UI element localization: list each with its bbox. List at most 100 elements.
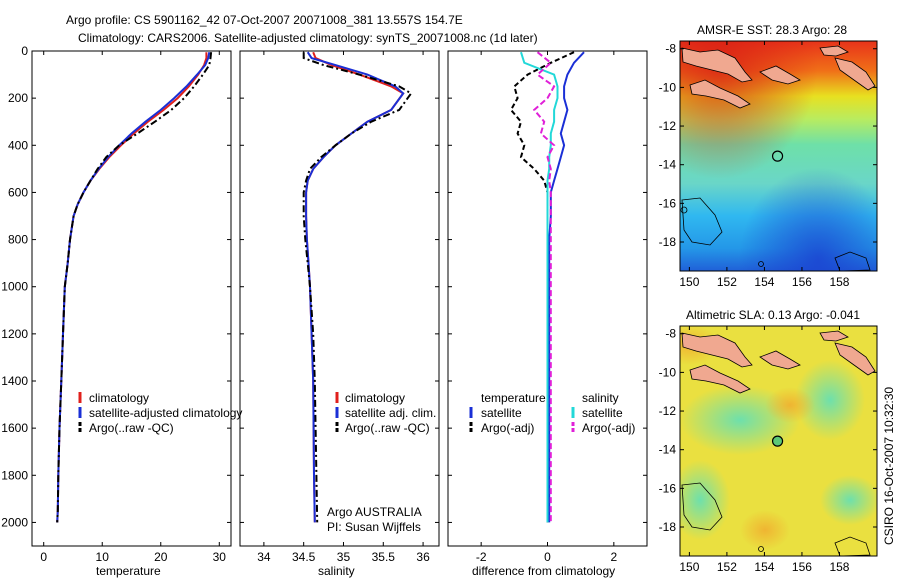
y-tick-label: 0: [21, 44, 28, 58]
x-tick-label: 154: [754, 275, 774, 289]
sla-anomaly-blob: [680, 460, 730, 540]
legend-argo-label: Argo(..raw -QC): [345, 421, 430, 435]
x-tick-label: 36: [416, 550, 430, 564]
difference-xlabel: difference from climatology: [472, 564, 615, 578]
y-tick-label: 1600: [1, 421, 28, 435]
sst-map-title: AMSR-E SST: 28.3 Argo: 28: [697, 23, 847, 37]
x-tick-label: -2: [476, 550, 487, 564]
x-tick-label: 156: [792, 275, 812, 289]
figure-title-line1: Argo profile: CS 5901162_42 07-Oct-2007 …: [66, 13, 463, 27]
y-tick-label: -16: [659, 196, 677, 210]
y-tick-label: 800: [8, 233, 28, 247]
legend-satellite-label: satellite adj. clim.: [345, 406, 436, 420]
series-line-argo-raw-qc-: [302, 52, 413, 523]
y-tick-label: -16: [659, 481, 677, 495]
reef-outline: [758, 261, 764, 267]
x-tick-label: 154: [754, 560, 774, 574]
sst-coastlines: [681, 45, 876, 109]
sla-argo-position-marker: [771, 435, 784, 447]
y-tick-label: 200: [8, 91, 28, 105]
y-tick-label: -10: [659, 365, 677, 379]
temperature-axes-frame: [31, 50, 232, 547]
x-tick-label: 0: [544, 550, 551, 564]
coastline: [689, 79, 751, 109]
difference-panel: -2 0 2 difference from climatology tempera…: [447, 50, 648, 578]
x-tick-label: 150: [679, 560, 699, 574]
legend-argo-label: Argo(..raw -QC): [89, 421, 174, 435]
sla-map-panel: Altimetric SLA: 0.13 Argo: -0.041: [659, 308, 878, 574]
x-tick-label: 152: [717, 275, 737, 289]
temperature-xlabel: temperature: [96, 564, 161, 578]
y-tick-label: -12: [659, 404, 677, 418]
y-tick-label: -12: [659, 119, 677, 133]
coastline: [834, 57, 876, 91]
y-tick-label: -18: [659, 520, 677, 534]
series-line-argo-raw-qc-: [56, 52, 213, 523]
series-line-climatology: [56, 52, 208, 523]
reef-outline: [758, 546, 764, 552]
coastline: [681, 47, 753, 83]
legend-salinity-heading: salinity: [582, 391, 619, 405]
x-tick-label: 10: [96, 550, 110, 564]
sla-anomaly-blob: [765, 387, 815, 423]
legend-sal-satellite-label: satellite: [582, 406, 623, 420]
legend-satellite-label: satellite-adjusted climatology: [89, 406, 242, 420]
coastline: [689, 364, 751, 394]
x-tick-label: 2: [610, 550, 617, 564]
y-tick-label: 400: [8, 138, 28, 152]
y-tick-label: 1400: [1, 374, 28, 388]
legend-climatology-label: climatology: [89, 391, 149, 405]
salinity-axes-frame: [239, 50, 440, 547]
sla-coastlines: [681, 330, 876, 394]
x-tick-label: 158: [829, 275, 849, 289]
y-tick-label: 1800: [1, 468, 28, 482]
y-tick-label: -14: [659, 158, 677, 172]
reef-outline: [680, 206, 688, 214]
sla-anomaly-blob: [795, 360, 865, 440]
coastline: [834, 342, 876, 376]
y-tick-label: 1200: [1, 327, 28, 341]
argo-annotation-line2: PI: Susan Wijffels: [327, 520, 421, 534]
y-tick-label: 1000: [1, 280, 28, 294]
csiro-timestamp-label: CSIRO 16-Oct-2007 10:32:30: [882, 387, 896, 545]
series-line-satellite-adj-clim-: [305, 51, 405, 523]
y-tick-label: 2000: [1, 515, 28, 529]
argo-annotation-line1: Argo AUSTRALIA: [327, 505, 422, 519]
y-tick-label: -14: [659, 443, 677, 457]
legend-temperature-heading: temperature: [481, 391, 546, 405]
reef-outline: [681, 482, 723, 531]
x-tick-label: 35: [337, 550, 351, 564]
coastline: [819, 45, 849, 57]
series-line-salinity-satellite: [520, 51, 559, 523]
series-line-salinity-argo-adj-: [532, 51, 556, 523]
figure-title-line2: Climatology: CARS2006. Satellite-adjuste…: [78, 31, 538, 45]
salinity-panel: 34 34.5 35 35.5 36 salinity climatology sate…: [239, 50, 440, 578]
sst-argo-position-marker: [771, 150, 784, 162]
x-tick-label: 30: [213, 550, 227, 564]
legend-temp-argo-label: Argo(-adj): [481, 421, 534, 435]
x-tick-label: 156: [792, 560, 812, 574]
coastline: [819, 330, 849, 342]
y-tick-label: -18: [659, 235, 677, 249]
x-tick-label: 35.5: [372, 550, 396, 564]
salinity-xlabel: salinity: [318, 564, 355, 578]
salinity-legend: climatology satellite adj. clim. Argo(..…: [335, 391, 436, 435]
x-tick-label: 34.5: [292, 550, 316, 564]
y-tick-label: -10: [659, 80, 677, 94]
x-tick-label: 20: [154, 550, 168, 564]
sla-map-frame: [679, 325, 878, 557]
series-line-satellite-adjusted-climatology: [56, 52, 211, 523]
temperature-legend: climatology satellite-adjusted climatolo…: [78, 391, 242, 435]
sla-anomaly-blob: [740, 510, 790, 550]
series-line-climatology: [305, 51, 405, 523]
y-tick-label: -8: [665, 327, 676, 341]
coastline: [681, 332, 753, 368]
legend-sal-argo-label: Argo(-adj): [582, 421, 635, 435]
coastline: [759, 65, 801, 85]
legend-climatology-label: climatology: [345, 391, 405, 405]
x-tick-label: 150: [679, 275, 699, 289]
x-tick-label: 0: [40, 550, 47, 564]
series-line-temperature-argo-adj-: [509, 51, 575, 523]
sst-map-panel: AMSR-E SST: 28.3 Argo: 28 150 152 154 156 15…: [659, 23, 878, 289]
